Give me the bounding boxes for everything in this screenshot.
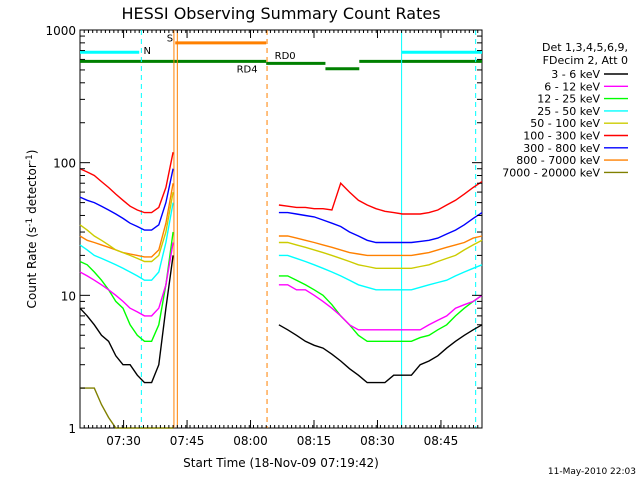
series-2-seg2 [278, 275, 483, 342]
legend: Det 1,3,4,5,6,9, FDecim 2, Att 0 3 - 6 k… [502, 41, 628, 179]
legend-entry-0: 3 - 6 keV [551, 68, 600, 81]
x-axis-label: Start Time (18-Nov-09 07:19:42) [183, 456, 379, 470]
x-tick-label-3: 08:15 [297, 434, 332, 448]
legend-header-2: FDecim 2, Att 0 [543, 54, 628, 67]
y-tick-label-3: 1000 [45, 24, 76, 38]
y-axis-label: Count Rate (s-1 detector-1) [25, 150, 39, 309]
x-tick-label-0: 07:30 [106, 434, 141, 448]
series-4-seg1 [79, 191, 174, 263]
legend-header-1: Det 1,3,4,5,6,9, [542, 41, 628, 54]
legend-entry-6: 300 - 800 keV [523, 142, 600, 155]
y-label-part-2: detector [25, 163, 39, 214]
rd0-label: RD0 [275, 51, 296, 62]
saa-flag-label: S [167, 33, 173, 44]
y-label-part-1: Count Rate (s [25, 227, 39, 309]
series-0-seg1 [79, 255, 174, 384]
chart-title: HESSI Observing Summary Count Rates [121, 4, 440, 23]
series-4-seg2 [278, 239, 483, 269]
night-flag-label: N [143, 46, 150, 57]
series-1-seg1 [79, 242, 174, 317]
series-1-seg2 [278, 284, 483, 331]
series-0-seg2 [278, 324, 483, 384]
series-6-seg2 [278, 211, 483, 244]
y-tick-label-1: 10 [61, 289, 76, 303]
x-axis-ticks: 07:30 07:45 08:00 08:15 08:30 08:45 [83, 30, 479, 448]
series-5-seg2 [278, 181, 483, 215]
legend-entry-8: 7000 - 20000 keV [502, 166, 600, 179]
legend-entry-3: 25 - 50 keV [537, 105, 600, 118]
y-label-sup-1: -1 [25, 218, 35, 227]
legend-entry-7: 800 - 7000 keV [516, 154, 600, 167]
series-layer [79, 152, 483, 429]
x-tick-label-1: 07:45 [170, 434, 205, 448]
y-label-close: ) [25, 150, 39, 155]
legend-entry-4: 50 - 100 keV [530, 117, 600, 130]
y-tick-label-0: 1 [68, 422, 76, 436]
x-tick-label-2: 08:00 [233, 434, 268, 448]
series-6-seg1 [79, 168, 174, 231]
series-3-seg1 [79, 202, 174, 281]
series-7-seg2 [278, 235, 483, 257]
y-axis-ticks: 1 10 100 1000 [45, 24, 482, 436]
series-2-seg1 [79, 231, 174, 342]
x-tick-label-4: 08:30 [360, 434, 395, 448]
series-3-seg2 [278, 254, 483, 291]
legend-entry-5: 100 - 300 keV [523, 130, 600, 143]
legend-entry-1: 6 - 12 keV [544, 80, 600, 93]
y-tick-label-2: 100 [53, 157, 76, 171]
x-tick-label-5: 08:45 [424, 434, 459, 448]
plot-area [79, 29, 483, 429]
rd4-label: RD4 [237, 64, 258, 75]
footer-date: 11-May-2010 22:03 [548, 467, 636, 477]
plot-frame [79, 29, 483, 429]
legend-entry-2: 12 - 25 keV [537, 93, 600, 106]
y-label-sup-2: -1 [25, 154, 35, 163]
series-5-seg1 [79, 152, 174, 214]
